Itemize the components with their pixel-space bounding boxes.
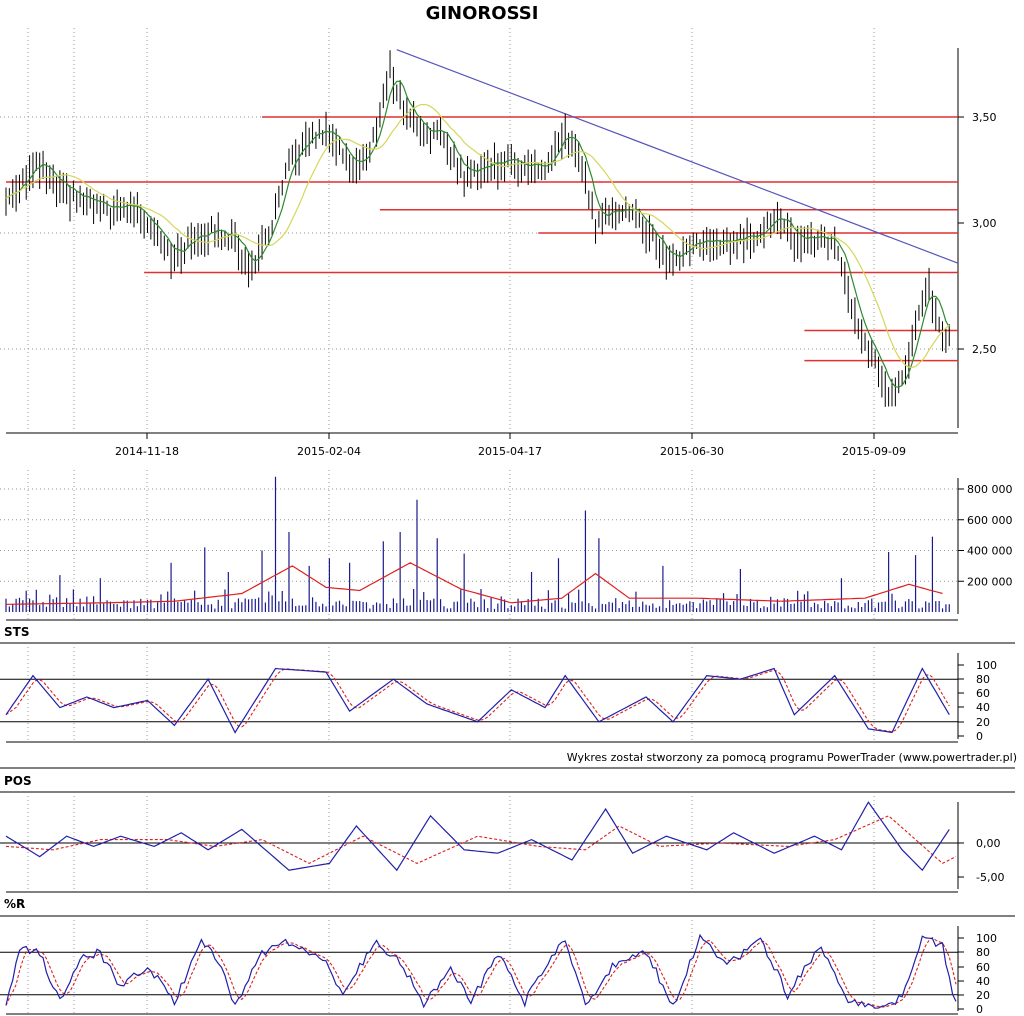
y-tick-label: 3,00 <box>972 217 997 230</box>
signal-line <box>5 937 957 1008</box>
main-line <box>5 801 950 872</box>
main-line <box>5 667 950 734</box>
y-tick-label: -5,00 <box>976 871 1004 884</box>
y-tick-label: 20 <box>976 989 990 1002</box>
credit-text: Wykres został stworzony za pomocą progra… <box>567 751 1017 764</box>
x-tick-label: 2014-11-18 <box>115 445 179 458</box>
y-tick-label: 60 <box>976 687 990 700</box>
wr-panel-label: %R <box>4 897 25 911</box>
moving-average-slow <box>5 103 950 369</box>
x-tick-label: 2015-06-30 <box>660 445 724 458</box>
y-tick-label: 400 000 <box>967 545 1013 558</box>
chart-title: GINOROSSI <box>426 3 539 24</box>
x-tick-label: 2015-09-09 <box>842 445 906 458</box>
y-tick-label: 600 000 <box>967 514 1013 527</box>
x-tick-label: 2015-02-04 <box>297 445 361 458</box>
y-tick-label: 20 <box>976 716 990 729</box>
price-panel: 3,50 3,00 2,50 2014-11-18 2015-02-04 2015-04-… <box>0 28 997 458</box>
signal-line <box>5 815 957 865</box>
y-tick-label: 800 000 <box>967 483 1013 496</box>
pos-panel-label: POS <box>4 774 32 788</box>
trend-line <box>396 49 959 264</box>
y-tick-label: 60 <box>976 961 990 974</box>
pos-panel: 0,00 -5,00 <box>0 791 1015 893</box>
y-tick-label: 200 000 <box>967 575 1013 588</box>
y-tick-label: 0 <box>976 730 983 743</box>
y-tick-label: 80 <box>976 673 990 686</box>
y-tick-label: 40 <box>976 701 990 714</box>
volume-panel: 800 000 600 000 400 000 200 000 <box>0 470 1013 621</box>
signal-line <box>5 668 950 733</box>
main-line <box>5 933 957 1009</box>
volume-average-line <box>6 562 943 605</box>
y-tick-label: 40 <box>976 975 990 988</box>
y-tick-label: 80 <box>976 946 990 959</box>
y-tick-label: 3,50 <box>972 111 997 124</box>
y-tick-label: 0,00 <box>976 837 1001 850</box>
y-tick-label: 100 <box>976 932 997 945</box>
y-tick-label: 0 <box>976 1003 983 1016</box>
y-tick-label: 100 <box>976 659 997 672</box>
x-tick-label: 2015-04-17 <box>478 445 542 458</box>
y-tick-label: 2,50 <box>972 343 997 356</box>
moving-average-fast <box>5 80 950 388</box>
sts-panel-label: STS <box>4 625 29 639</box>
